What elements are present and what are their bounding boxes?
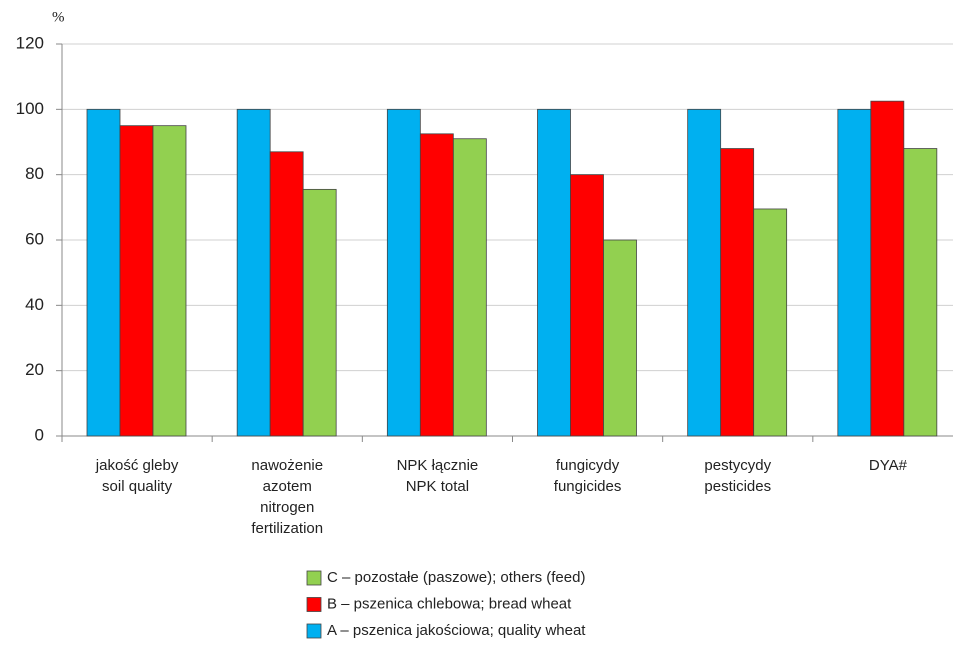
legend-swatch: [306, 623, 322, 639]
bar: [903, 148, 938, 437]
x-tick-label: fungicydy: [556, 457, 620, 474]
bar: [86, 108, 121, 437]
bar: [753, 208, 788, 437]
x-tick-label: DYA#: [869, 457, 908, 474]
x-tick-label: pesticides: [704, 478, 771, 495]
bar: [152, 125, 187, 437]
x-tick-label: soil quality: [102, 478, 173, 495]
bar: [236, 108, 271, 437]
y-tick-label: 0: [35, 425, 44, 444]
x-tick-label: nawożenie: [251, 457, 323, 474]
y-tick-label: 120: [16, 33, 44, 52]
legend-swatch: [306, 570, 322, 586]
y-tick-label: 60: [25, 229, 44, 248]
bar: [687, 108, 722, 437]
x-tick-label: nitrogen: [260, 499, 314, 516]
y-axis-label: %: [52, 9, 65, 25]
bar: [302, 188, 337, 437]
x-tick-label: NPK łącznie: [397, 457, 479, 474]
bar: [870, 100, 905, 437]
bar: [570, 174, 604, 437]
bar: [386, 108, 421, 437]
bar: [419, 133, 454, 437]
x-tick-label: fertilization: [251, 520, 323, 537]
bar: [452, 138, 487, 437]
x-tick-label: NPK total: [406, 478, 469, 495]
bar: [119, 125, 154, 437]
x-tick-label: fungicides: [554, 478, 622, 495]
bar: [537, 108, 571, 437]
bar: [837, 108, 872, 437]
legend-swatch: [306, 597, 322, 612]
bar: [269, 151, 304, 437]
legend-label: A – pszenica jakościowa; quality wheat: [327, 622, 586, 639]
legend-label: C – pozostałe (paszowe); others (feed): [327, 569, 585, 586]
y-tick-label: 40: [25, 295, 44, 314]
y-tick-label: 80: [25, 164, 44, 183]
x-tick-label: pestycydy: [704, 457, 771, 474]
y-tick-label: 100: [16, 99, 44, 118]
bar: [720, 148, 755, 437]
x-tick-label: azotem: [263, 478, 312, 495]
y-tick-label: 20: [25, 360, 44, 379]
legend-label: B – pszenica chlebowa; bread wheat: [327, 595, 572, 612]
x-tick-label: jakość gleby: [95, 457, 179, 474]
bar: [603, 239, 637, 437]
